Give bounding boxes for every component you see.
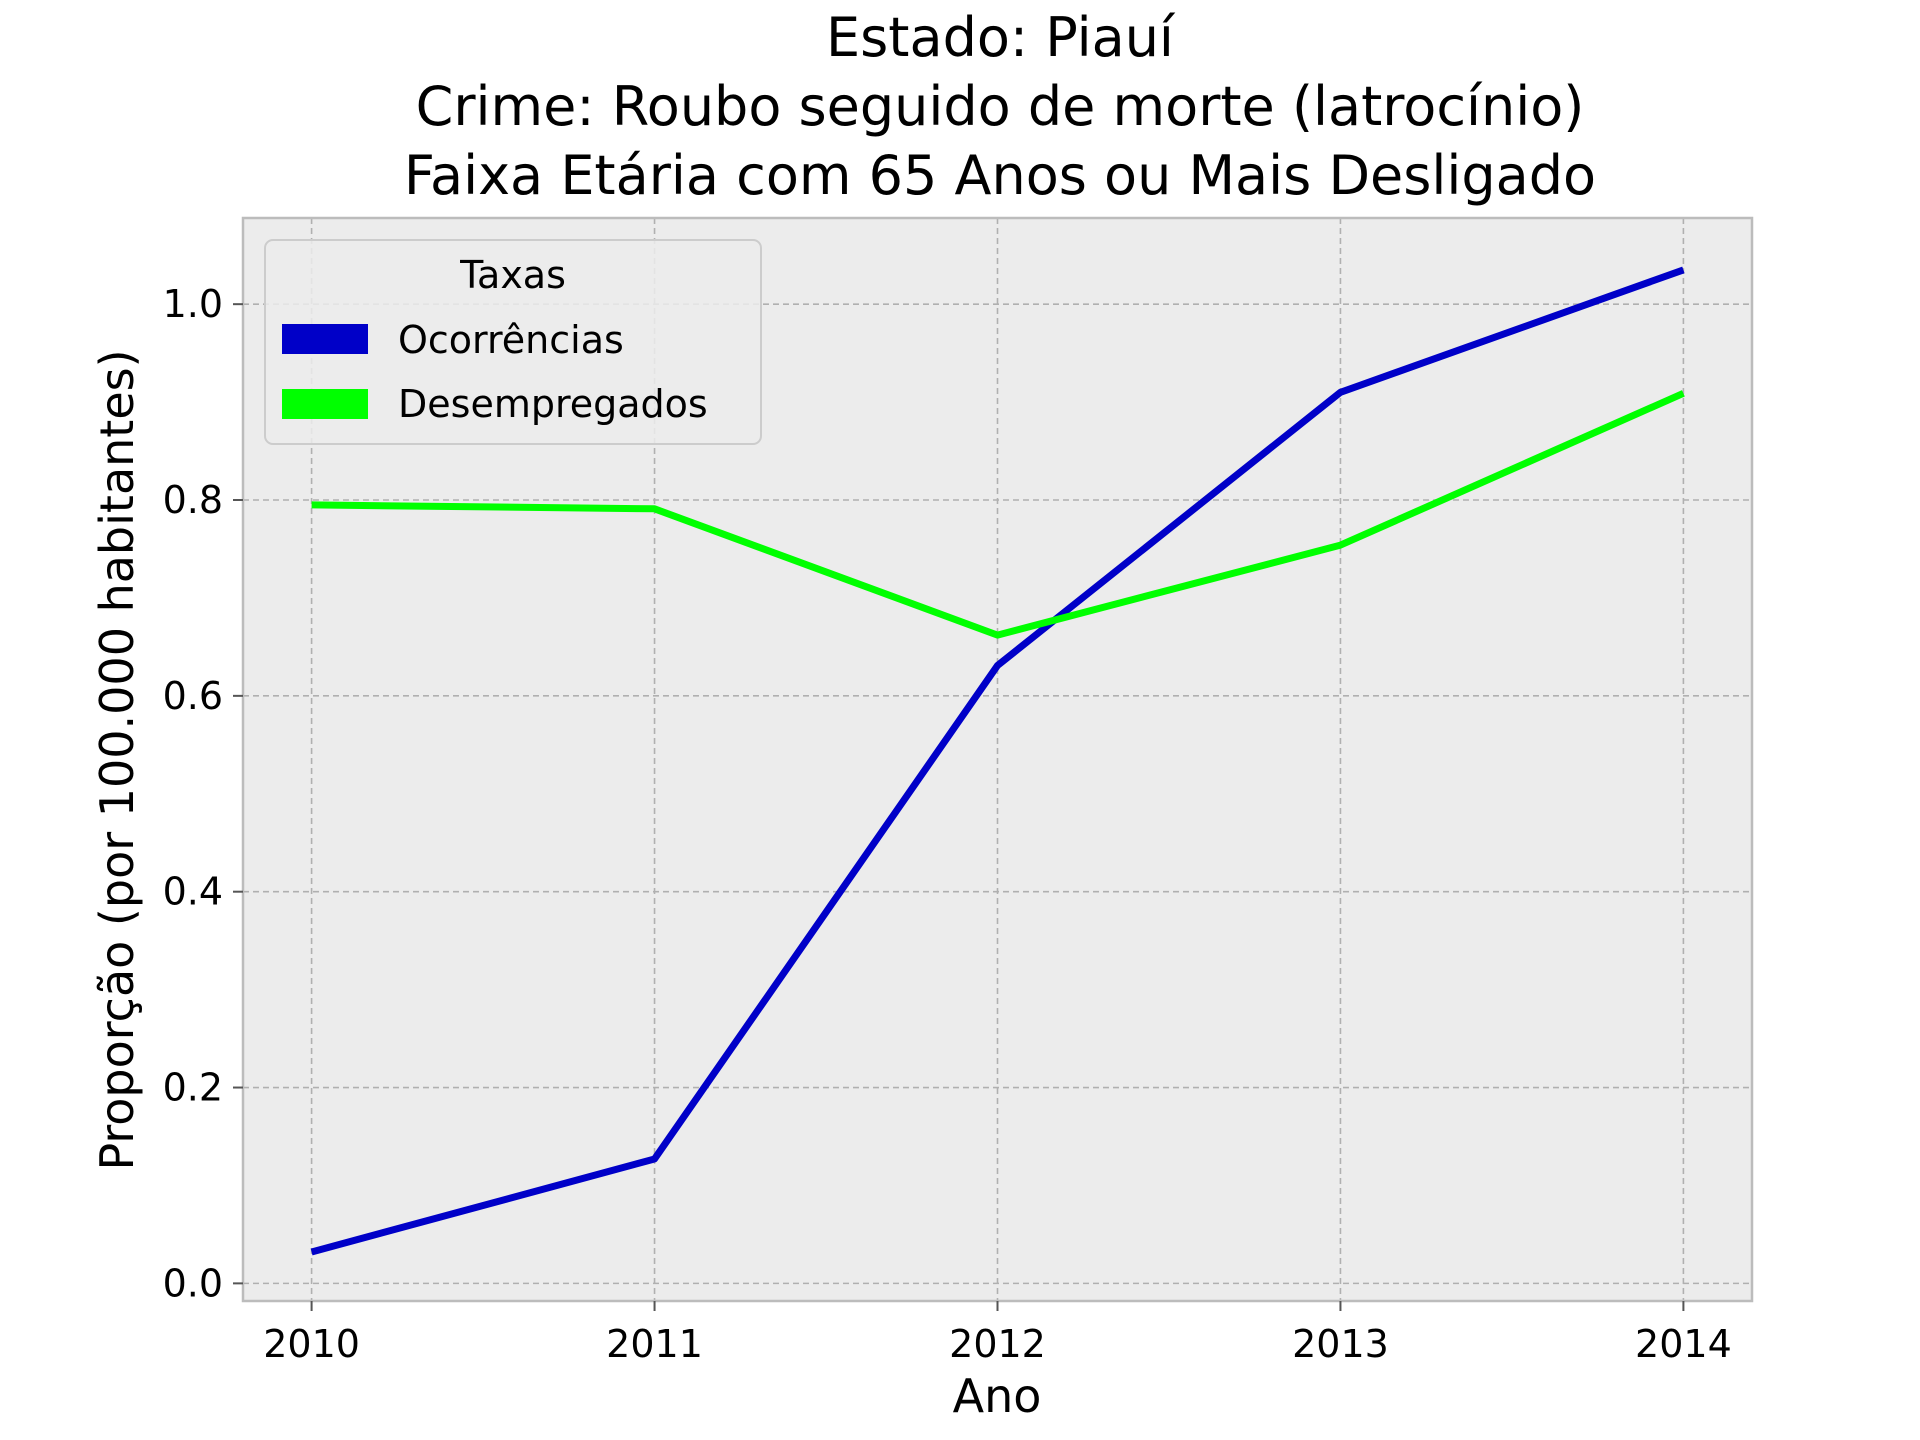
legend-title: Taxas — [459, 253, 566, 297]
legend-swatch-desempregados — [282, 389, 368, 419]
legend-label-ocorrencias: Ocorrências — [398, 318, 624, 362]
y-tick-label: 0.2 — [163, 1066, 223, 1110]
y-tick-label: 0.0 — [163, 1261, 223, 1305]
chart-title: Estado: Piauí Crime: Roubo seguido de mo… — [404, 6, 1596, 207]
x-axis-ticks: 2010 2011 2012 2013 2014 — [263, 1301, 1732, 1366]
x-axis-label: Ano — [953, 1369, 1042, 1423]
y-axis-ticks: 0.0 0.2 0.4 0.6 0.8 1.0 — [163, 282, 243, 1305]
y-tick-label: 1.0 — [163, 282, 223, 326]
chart-title-line-1: Estado: Piauí — [826, 6, 1176, 69]
x-tick-label: 2014 — [1635, 1322, 1732, 1366]
chart-title-line-2: Crime: Roubo seguido de morte (latrocíni… — [416, 75, 1585, 138]
series-lines — [310, 266, 1685, 1256]
x-tick-label: 2012 — [949, 1322, 1046, 1366]
legend-box — [264, 239, 762, 445]
x-tick-label: 2013 — [1292, 1322, 1389, 1366]
chart-title-line-3: Faixa Etária com 65 Anos ou Mais Desliga… — [404, 144, 1596, 207]
x-tick-label: 2010 — [263, 1322, 360, 1366]
y-tick-label: 0.8 — [163, 478, 223, 522]
grid-lines — [243, 218, 1752, 1301]
y-tick-label: 0.6 — [163, 674, 223, 718]
y-tick-label: 0.4 — [163, 870, 223, 914]
legend-swatch-ocorrencias — [282, 324, 368, 354]
legend-label-desempregados: Desempregados — [398, 382, 708, 426]
y-axis-label: Proporção (por 100.000 habitantes) — [90, 349, 144, 1170]
x-tick-label: 2011 — [606, 1322, 703, 1366]
legend: Taxas Ocorrências Desempregados — [264, 239, 762, 445]
